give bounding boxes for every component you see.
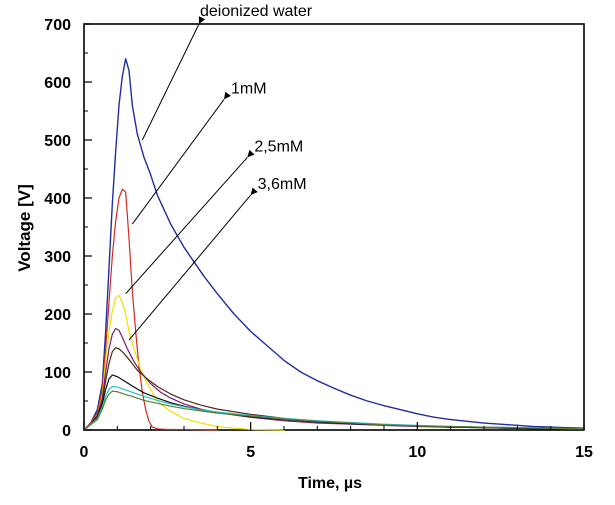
y-tick-label-6: 500 (44, 133, 71, 150)
y-tick-label-4: 300 (44, 249, 71, 266)
annotation-label-2: 1mM (231, 80, 267, 97)
x-axis-label: Time, µs (298, 475, 362, 492)
y-tick-label-7: 600 (44, 75, 71, 92)
annotation-label-3: 2,5mM (254, 138, 303, 155)
series-line-3 (83, 294, 285, 431)
annotation-label-1: deionized water (200, 3, 313, 20)
annotations: deionized water 1mM 2,5mM 3,6mM (125, 3, 313, 341)
y-axis-label: Voltage [V] (15, 184, 34, 272)
y-tick-label-2: 100 (44, 365, 71, 382)
y-tick-label-8: 700 (44, 17, 71, 34)
plot-area (83, 23, 585, 431)
axes: 0 5 10 15 0 100 200 300 400 500 600 700 Time, µs Volt… (15, 17, 593, 492)
annotation-arrow-2 (131, 91, 231, 225)
series-line-8 (83, 390, 585, 431)
annotation-arrow-1 (141, 16, 206, 141)
x-tick-label-1: 0 (80, 444, 89, 461)
y-tick-label-3: 200 (44, 307, 71, 324)
series-line-1 (83, 58, 585, 431)
x-tick-label-3: 10 (408, 444, 426, 461)
series-lines (83, 58, 585, 431)
x-tick-label-4: 15 (575, 444, 593, 461)
annotation-arrow-4 (128, 187, 258, 341)
x-tick-label-2: 5 (246, 444, 255, 461)
annotation-arrow-3 (125, 149, 255, 295)
y-tick-label-1: 0 (62, 423, 71, 440)
series-line-2 (83, 188, 218, 431)
y-tick-label-5: 400 (44, 191, 71, 208)
annotation-label-4: 3,6mM (258, 176, 307, 193)
plot-frame (83, 23, 585, 431)
